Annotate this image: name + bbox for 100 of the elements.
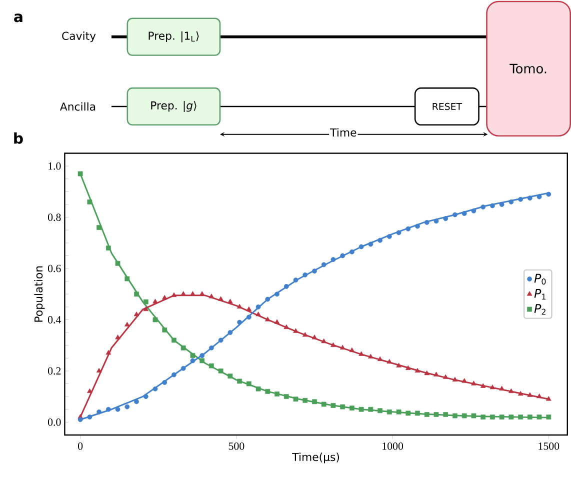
point: [527, 196, 532, 201]
point: [368, 407, 374, 412]
point: [518, 414, 523, 420]
point: [546, 192, 552, 197]
point: [480, 414, 486, 420]
point: [480, 383, 486, 388]
point: [321, 338, 326, 344]
point: [350, 406, 354, 411]
point: [442, 374, 448, 380]
x-axis-title: Time(µs): [292, 452, 340, 464]
point: [143, 300, 148, 304]
point: [106, 407, 111, 412]
point: [152, 317, 158, 322]
point: [452, 377, 458, 382]
point: [162, 328, 168, 333]
point: [87, 414, 92, 420]
point: [265, 389, 270, 394]
point: [78, 417, 83, 422]
point: [340, 253, 346, 258]
point: [246, 314, 252, 320]
point: [452, 413, 458, 418]
point: [358, 244, 364, 250]
point: [134, 399, 139, 404]
point: [490, 384, 496, 390]
point: [377, 356, 383, 362]
point: [330, 342, 336, 348]
point: [330, 403, 336, 408]
x-tick-label: 500: [228, 442, 244, 450]
point: [134, 292, 139, 297]
y-tick-label: 0.2: [48, 367, 61, 375]
point: [508, 200, 514, 205]
point: [209, 346, 214, 350]
point: [321, 262, 326, 268]
point: [536, 414, 542, 420]
point: [218, 368, 224, 374]
point: [508, 388, 514, 394]
point: [172, 338, 176, 343]
point: [415, 224, 420, 229]
point: [443, 216, 448, 222]
point: [218, 338, 224, 343]
point: [293, 278, 298, 283]
point: [87, 388, 92, 394]
point: [358, 351, 364, 356]
point: [218, 296, 224, 301]
point: [536, 394, 542, 398]
point: [312, 334, 318, 340]
point: [106, 246, 111, 251]
text: Cavity: [62, 32, 96, 42]
point: [106, 350, 112, 355]
point: [424, 412, 430, 418]
legend-label: P$_{0}$: [534, 274, 546, 285]
point: [490, 414, 495, 420]
point: [378, 408, 382, 414]
chart-title: b: [14, 132, 23, 144]
text: Prep. |1$_{L}$⟩: [148, 32, 199, 42]
point: [406, 226, 411, 232]
point: [415, 410, 420, 416]
point: [180, 366, 186, 371]
point: [368, 354, 374, 359]
point: [284, 394, 289, 400]
text: RESET: [432, 103, 462, 110]
point: [228, 298, 233, 304]
x-tick-label: 1500: [538, 442, 560, 450]
point: [115, 407, 120, 412]
point: [499, 414, 504, 420]
point: [499, 202, 504, 208]
point: [462, 211, 467, 216]
point: [462, 378, 467, 383]
point: [330, 257, 336, 262]
point: [228, 330, 233, 336]
point: [321, 402, 326, 407]
point: [349, 348, 355, 352]
point: [368, 242, 374, 247]
point: [143, 306, 149, 312]
point: [462, 413, 467, 418]
point: [152, 386, 158, 392]
point: [358, 407, 364, 412]
point: [434, 218, 439, 224]
point: [293, 396, 298, 402]
point: [452, 212, 458, 218]
point: [471, 208, 476, 214]
point: [124, 404, 130, 410]
point: [78, 171, 83, 176]
point: [200, 353, 205, 358]
point: [162, 380, 168, 386]
point: [293, 328, 298, 333]
y-tick-label: 0.6: [48, 264, 61, 272]
point: [302, 272, 308, 278]
point: [162, 295, 168, 300]
y-tick-label: 1.0: [48, 162, 61, 170]
point: [546, 414, 552, 420]
point: [546, 396, 552, 401]
point: [302, 398, 308, 403]
point: [424, 370, 430, 376]
point: [396, 410, 402, 415]
point: [124, 322, 130, 327]
point: [480, 204, 486, 210]
point: [396, 230, 402, 236]
point: [471, 413, 476, 418]
point: [115, 334, 120, 340]
